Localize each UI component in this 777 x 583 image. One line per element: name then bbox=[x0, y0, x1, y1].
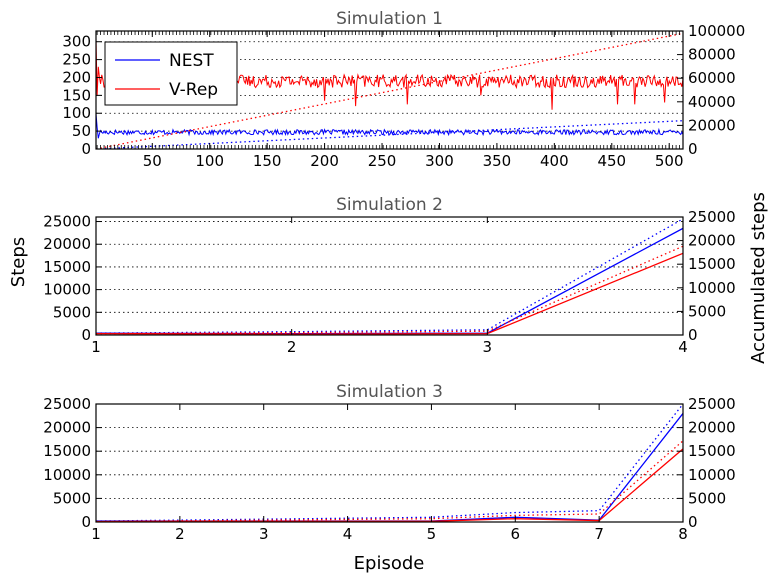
series-line-nest-dotted bbox=[96, 404, 683, 522]
y-tick-label-right: 10000 bbox=[688, 466, 736, 484]
y-tick-label-left: 50 bbox=[72, 122, 91, 140]
plot-frame bbox=[95, 403, 684, 523]
y-tick-label-right: 60000 bbox=[688, 69, 736, 87]
y-tick-label-left: 5000 bbox=[53, 303, 91, 321]
series-line-vrep-solid bbox=[96, 448, 683, 522]
y-tick-label-right: 20000 bbox=[688, 116, 736, 134]
y-tick-label-right: 80000 bbox=[688, 46, 736, 64]
panel-3: Simulation 31 2 3 4 5 6 7 805000100001500020000… bbox=[43, 382, 735, 543]
panel-title: Simulation 3 bbox=[336, 382, 443, 402]
x-tick-label: 4 bbox=[678, 338, 688, 356]
x-tick-label: 50 bbox=[143, 152, 162, 170]
series-line-nest-dotted bbox=[96, 120, 683, 149]
y-tick-label-left: 25000 bbox=[43, 213, 91, 231]
y-tick-label-right: 15000 bbox=[688, 255, 736, 273]
x-tick-label: 150 bbox=[253, 152, 282, 170]
x-tick-label: 7 bbox=[594, 525, 604, 543]
y-tick-label-right: 0 bbox=[688, 513, 698, 531]
plot-frame bbox=[95, 30, 684, 150]
y-tick-label-right: 0 bbox=[688, 140, 698, 158]
x-tick-label: 3 bbox=[483, 338, 493, 356]
legend-label: NEST bbox=[169, 51, 214, 71]
y-tick-label-left: 25000 bbox=[43, 395, 91, 413]
y-tick-label-left: 5000 bbox=[53, 489, 91, 507]
series-line-nest-solid bbox=[96, 413, 683, 522]
series-line-vrep-dotted bbox=[96, 32, 683, 149]
y-tick-label-right: 0 bbox=[688, 326, 698, 344]
series-line-nest-dotted bbox=[96, 218, 683, 334]
y-tick-label-right: 5000 bbox=[688, 489, 726, 507]
x-tick-label: 8 bbox=[678, 525, 688, 543]
x-tick-label: 350 bbox=[483, 152, 512, 170]
series-group bbox=[96, 218, 683, 335]
y-tick-label-left: 0 bbox=[81, 140, 91, 158]
y-tick-label-left: 150 bbox=[62, 86, 91, 104]
series-line-vrep-dotted bbox=[96, 245, 683, 335]
y-tick-label-right: 25000 bbox=[688, 395, 736, 413]
panel-2: Simulation 21 2 3 4050001000015000200002500… bbox=[43, 195, 735, 356]
y-tick-label-left: 15000 bbox=[43, 258, 91, 276]
ylabel-right: Accumulated steps bbox=[748, 192, 769, 364]
y-tick-label-left: 100 bbox=[62, 104, 91, 122]
x-tick-label: 450 bbox=[597, 152, 626, 170]
legend-label: V-Rep bbox=[169, 80, 218, 100]
y-tick-label-left: 300 bbox=[62, 33, 91, 51]
y-tick-label-left: 10000 bbox=[43, 281, 91, 299]
legend: NEST V-Rep bbox=[104, 41, 238, 106]
x-tick-label: 100 bbox=[195, 152, 224, 170]
ylabel-left: Steps bbox=[8, 237, 29, 287]
series-line-vrep-solid bbox=[96, 252, 683, 335]
y-tick-label-left: 15000 bbox=[43, 442, 91, 460]
x-tick-label: 1 bbox=[91, 525, 101, 543]
x-tick-label: 2 bbox=[175, 525, 185, 543]
xlabel-bottom: Episode bbox=[354, 553, 425, 574]
x-tick-label: 500 bbox=[655, 152, 684, 170]
series-line-vrep-dotted bbox=[96, 440, 683, 522]
x-tick-label: 6 bbox=[511, 525, 521, 543]
y-tick-label-left: 20000 bbox=[43, 235, 91, 253]
panel-title: Simulation 1 bbox=[336, 9, 443, 29]
series-group bbox=[96, 404, 683, 522]
x-tick-label: 300 bbox=[425, 152, 454, 170]
y-tick-label-left: 10000 bbox=[43, 466, 91, 484]
y-tick-label-left: 200 bbox=[62, 68, 91, 86]
y-tick-label-left: 0 bbox=[81, 326, 91, 344]
x-tick-label: 5 bbox=[427, 525, 437, 543]
x-tick-label: 200 bbox=[310, 152, 339, 170]
chart-panels: Simulation 150 100 150 200 250 300 350 400 450 50… bbox=[43, 9, 745, 543]
y-tick-label-right: 100000 bbox=[688, 22, 745, 40]
y-tick-label-right: 40000 bbox=[688, 93, 736, 111]
y-tick-label-right: 25000 bbox=[688, 208, 736, 226]
x-tick-label: 3 bbox=[259, 525, 269, 543]
y-tick-label-left: 20000 bbox=[43, 419, 91, 437]
x-tick-label: 2 bbox=[287, 338, 297, 356]
y-tick-label-right: 20000 bbox=[688, 232, 736, 250]
x-tick-label: 1 bbox=[91, 338, 101, 356]
y-tick-label-right: 15000 bbox=[688, 442, 736, 460]
y-tick-label-right: 10000 bbox=[688, 279, 736, 297]
x-tick-label: 4 bbox=[343, 525, 353, 543]
y-tick-label-left: 0 bbox=[81, 513, 91, 531]
y-tick-label-right: 5000 bbox=[688, 302, 726, 320]
plot-frame bbox=[95, 216, 684, 336]
panel-title: Simulation 2 bbox=[336, 195, 443, 215]
series-line-nest-noisy bbox=[96, 113, 683, 139]
legend-box bbox=[104, 41, 238, 106]
y-tick-label-right: 20000 bbox=[688, 419, 736, 437]
panel-1: Simulation 150 100 150 200 250 300 350 400 450 50… bbox=[62, 9, 745, 170]
x-tick-label: 400 bbox=[540, 152, 569, 170]
x-tick-label: 250 bbox=[368, 152, 397, 170]
y-tick-label-left: 250 bbox=[62, 51, 91, 69]
